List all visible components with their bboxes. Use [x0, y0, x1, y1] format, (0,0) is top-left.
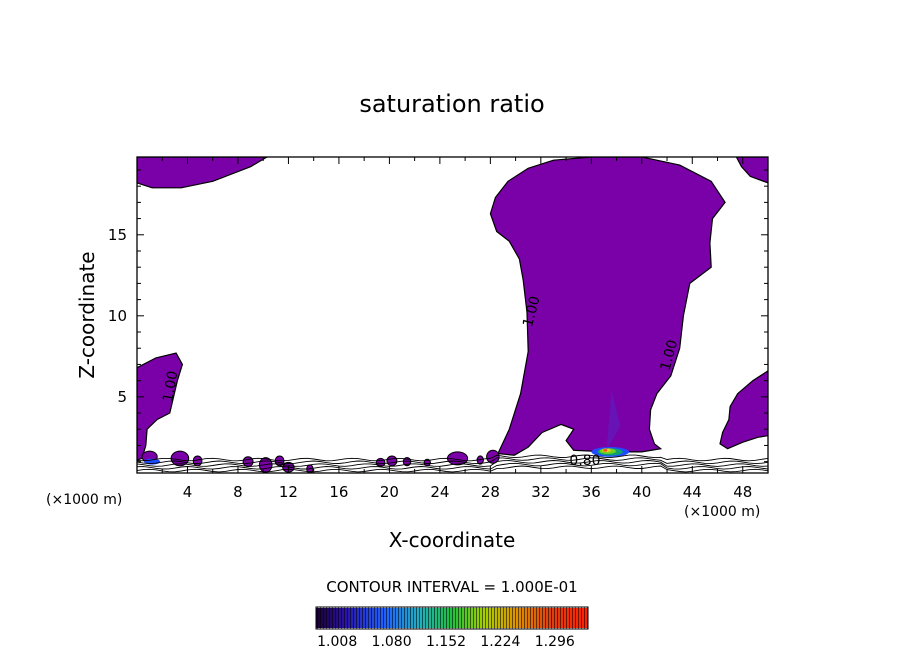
x-tick-label-4: 4: [183, 483, 193, 501]
x-tick-label-32: 32: [531, 483, 550, 501]
y-tick-label-5: 5: [117, 388, 127, 406]
x-tick-label-36: 36: [582, 483, 601, 501]
x-tick-label-24: 24: [430, 483, 449, 501]
region-top-right-cap: [735, 157, 768, 184]
contour-label-3: 0.80: [569, 453, 600, 469]
cloudlet-8: [386, 455, 398, 467]
x-tick-label-48: 48: [733, 483, 752, 501]
surface-contour-4: [137, 454, 768, 462]
colorbar-label-1.080: 1.080: [372, 634, 412, 650]
y-axis-label: Z-coordinate: [75, 251, 99, 378]
colorbar-label-1.224: 1.224: [480, 634, 520, 650]
z-unit-label: (×1000 m): [46, 492, 122, 508]
maximum-core-4: [603, 449, 608, 452]
contour-interval-text: CONTOUR INTERVAL = 1.000E-01: [326, 578, 577, 596]
x-axis-label: X-coordinate: [389, 528, 516, 552]
x-tick-label-16: 16: [329, 483, 348, 501]
chart-title: saturation ratio: [359, 90, 544, 118]
colorbar-stripes: [316, 607, 588, 629]
region-top-left-cap: [137, 157, 269, 189]
surface-contour-1: [137, 462, 768, 470]
x-unit-label: (×1000 m): [684, 504, 760, 520]
x-tick-label-8: 8: [233, 483, 243, 501]
y-tick-label-15: 15: [108, 226, 127, 244]
colorbar-label-1.008: 1.008: [317, 634, 357, 650]
surface-contour-2: [137, 460, 768, 467]
x-tick-label-44: 44: [683, 483, 702, 501]
maximum-plume: [606, 390, 621, 451]
region-central-column: [489, 157, 726, 456]
colorbar-frame: [315, 606, 589, 630]
x-tick-label-28: 28: [481, 483, 500, 501]
contour-label-1: 1.00: [658, 338, 682, 372]
x-tick-label-40: 40: [632, 483, 651, 501]
surface-contour-3: [137, 457, 768, 465]
y-tick-label-10: 10: [108, 307, 127, 325]
contour-label-0: 1.00: [520, 294, 544, 328]
colorbar-label-1.152: 1.152: [426, 634, 466, 650]
plot-frame: [136, 156, 769, 474]
plot-area: 1.00 1.00 1.00 0.80: [137, 157, 768, 473]
contour-label-2: 1.00: [160, 370, 181, 403]
cloudlet-2: [242, 456, 254, 468]
x-tick-label-20: 20: [380, 483, 399, 501]
region-right-column: [719, 370, 768, 450]
colorbar-label-1.296: 1.296: [535, 634, 575, 650]
x-tick-label-12: 12: [279, 483, 298, 501]
region-layer: [137, 157, 768, 473]
region-left-column: [137, 352, 184, 461]
surface-contour-0: [137, 465, 768, 473]
contour-layer: 1.00 1.00 1.00 0.80: [137, 294, 768, 473]
colorbar: 1.008 1.080 1.152 1.224 1.296: [315, 606, 589, 650]
